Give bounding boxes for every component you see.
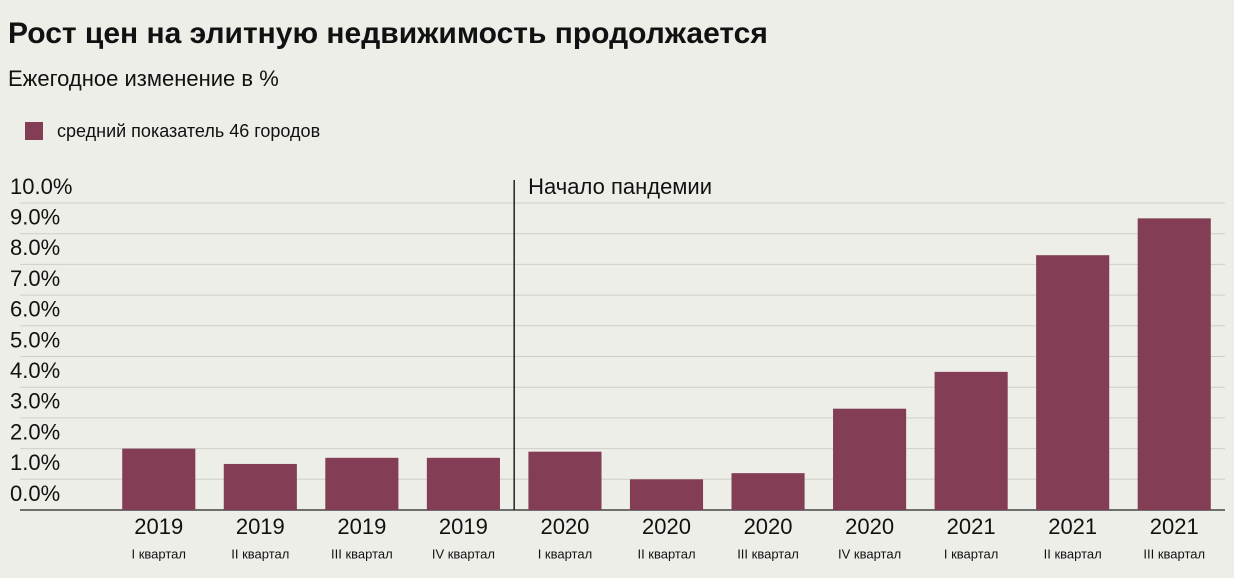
y-tick-label: 2.0% xyxy=(10,419,60,444)
bar xyxy=(1137,218,1211,510)
chart-subtitle: Ежегодное изменение в % xyxy=(8,66,279,91)
y-tick-label: 5.0% xyxy=(10,327,60,352)
bar xyxy=(934,371,1008,510)
legend-swatch xyxy=(25,122,43,140)
x-tick-sublabel: III квартал xyxy=(1143,546,1205,561)
y-tick-label: 4.0% xyxy=(10,358,60,383)
y-tick-label: 10.0% xyxy=(10,174,72,199)
x-tick-label: 2021 xyxy=(947,514,996,539)
bar xyxy=(426,457,500,510)
x-tick-sublabel: I квартал xyxy=(538,546,592,561)
bar xyxy=(731,473,805,510)
x-tick-label: 2021 xyxy=(1150,514,1199,539)
x-tick-sublabel: I квартал xyxy=(944,546,998,561)
x-tick-label: 2020 xyxy=(744,514,793,539)
x-tick-label: 2019 xyxy=(134,514,183,539)
x-tick-sublabel: I квартал xyxy=(132,546,186,561)
bar xyxy=(122,448,196,510)
y-tick-label: 1.0% xyxy=(10,450,60,475)
x-tick-sublabel: III квартал xyxy=(331,546,393,561)
x-tick-sublabel: II квартал xyxy=(1044,546,1102,561)
x-tick-label: 2019 xyxy=(337,514,386,539)
y-tick-label: 6.0% xyxy=(10,297,60,322)
x-tick-label: 2019 xyxy=(236,514,285,539)
y-tick-label: 0.0% xyxy=(10,481,60,506)
x-tick-label: 2021 xyxy=(1048,514,1097,539)
x-tick-sublabel: II квартал xyxy=(231,546,289,561)
x-tick-sublabel: IV квартал xyxy=(432,546,495,561)
y-tick-label: 7.0% xyxy=(10,266,60,291)
bar xyxy=(1036,255,1110,510)
legend-label: средний показатель 46 городов xyxy=(57,121,320,141)
annotation-label: Начало пандемии xyxy=(528,174,712,199)
bar xyxy=(325,457,399,510)
bar xyxy=(528,451,602,510)
bar xyxy=(223,463,297,510)
x-tick-label: 2019 xyxy=(439,514,488,539)
x-tick-label: 2020 xyxy=(845,514,894,539)
y-tick-label: 9.0% xyxy=(10,205,60,230)
bar xyxy=(833,408,907,510)
x-tick-label: 2020 xyxy=(642,514,691,539)
x-tick-sublabel: IV квартал xyxy=(838,546,901,561)
x-tick-sublabel: II квартал xyxy=(637,546,695,561)
y-tick-label: 8.0% xyxy=(10,235,60,260)
x-tick-sublabel: III квартал xyxy=(737,546,799,561)
chart-title: Рост цен на элитную недвижимость продолж… xyxy=(8,17,768,50)
x-tick-label: 2020 xyxy=(540,514,589,539)
y-tick-label: 3.0% xyxy=(10,389,60,414)
bar xyxy=(629,479,704,510)
